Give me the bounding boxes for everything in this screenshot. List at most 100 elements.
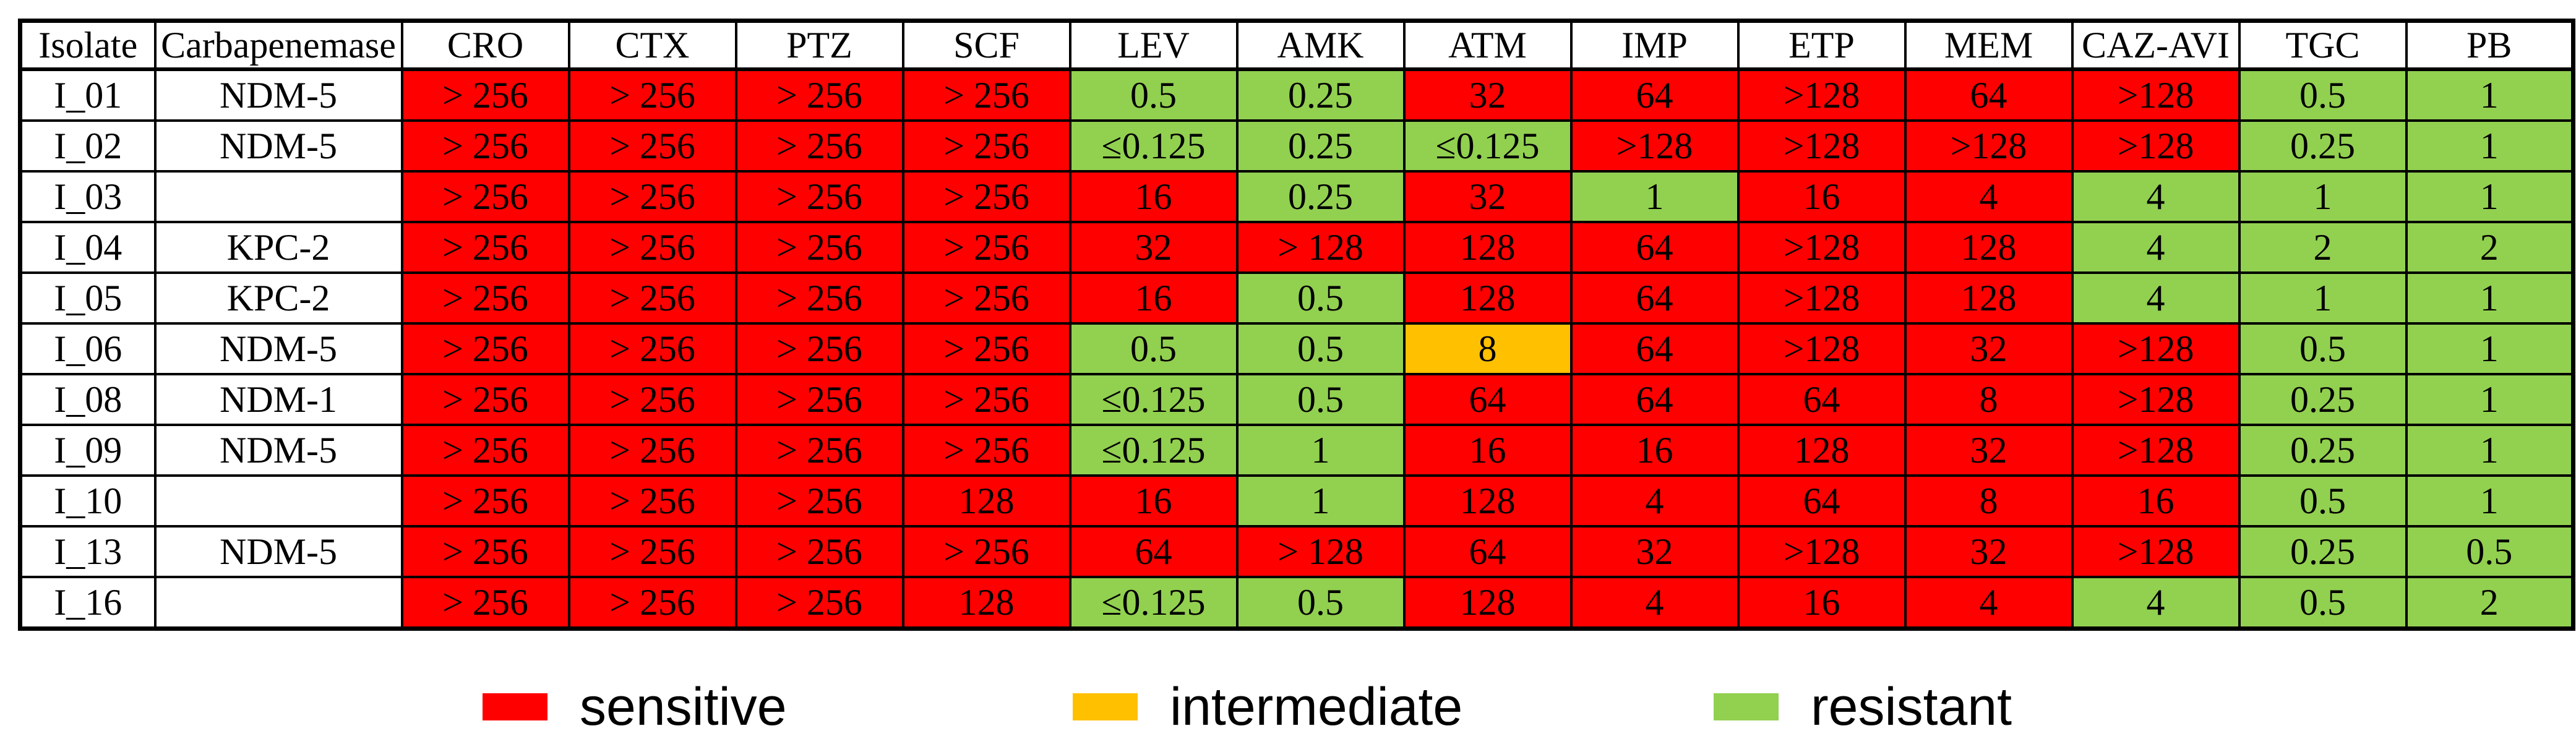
carbapenemase-cell: NDM-5 — [153, 68, 403, 122]
legend: sensitive intermediate resistant — [0, 676, 2576, 738]
mic-cell: 4 — [2071, 271, 2241, 325]
mic-cell: 1 — [2405, 271, 2575, 325]
mic-cell: 32 — [1904, 525, 2074, 578]
mic-cell: > 256 — [901, 221, 1071, 274]
mic-cell: 4 — [2071, 170, 2241, 223]
mic-cell: 0.5 — [1068, 68, 1239, 122]
mic-cell: > 256 — [734, 474, 904, 528]
column-header: PB — [2405, 19, 2575, 71]
mic-cell: 128 — [1737, 424, 1907, 477]
mic-cell: 1 — [2405, 119, 2575, 173]
table-row: I_10 > 256 > 256 > 256 128 16 1 128 4 64 8 16 0.5 1 — [19, 474, 2575, 528]
column-header: CTX — [567, 19, 737, 71]
mic-cell: 8 — [1904, 373, 2074, 426]
mic-cell: >128 — [2071, 119, 2241, 173]
mic-cell: > 256 — [567, 322, 737, 375]
mic-cell: 0.25 — [1235, 119, 1406, 173]
mic-cell: 64 — [1569, 221, 1740, 274]
mic-cell: ≤0.125 — [1068, 576, 1239, 630]
mic-cell: 1 — [2405, 424, 2575, 477]
carbapenemase-cell: KPC-2 — [153, 221, 403, 274]
mic-cell: 1 — [2238, 271, 2408, 325]
mic-cell: > 256 — [400, 373, 570, 426]
header-row: Isolate Carbapenemase CRO CTX PTZ SCF LEV AMK AT… — [19, 19, 2575, 71]
mic-cell: >128 — [2071, 68, 2241, 122]
isolate-cell: I_09 — [19, 424, 157, 477]
mic-cell: 0.5 — [2238, 576, 2408, 630]
mic-cell: 128 — [901, 474, 1071, 528]
mic-cell: > 256 — [734, 576, 904, 630]
mic-cell: > 128 — [1235, 525, 1406, 578]
mic-cell: >128 — [1737, 322, 1907, 375]
mic-cell: > 256 — [901, 170, 1071, 223]
antibiogram-table: Isolate Carbapenemase CRO CTX PTZ SCF LEV AMK AT… — [18, 19, 2575, 631]
mic-cell: 64 — [1402, 373, 1573, 426]
mic-cell: 64 — [1068, 525, 1239, 578]
mic-cell: 32 — [1402, 170, 1573, 223]
column-header: IMP — [1569, 19, 1740, 71]
isolate-cell: I_08 — [19, 373, 157, 426]
mic-cell: 0.25 — [2238, 525, 2408, 578]
mic-cell: 2 — [2405, 221, 2575, 274]
mic-cell: > 256 — [567, 271, 737, 325]
mic-cell: 1 — [1235, 474, 1406, 528]
isolate-cell: I_02 — [19, 119, 157, 173]
carbapenemase-cell — [153, 576, 403, 630]
column-header: PTZ — [734, 19, 904, 71]
mic-cell: ≤0.125 — [1068, 373, 1239, 426]
mic-cell: 32 — [1904, 424, 2074, 477]
mic-cell: 4 — [2071, 576, 2241, 630]
mic-cell: > 256 — [734, 525, 904, 578]
mic-cell: 128 — [1402, 221, 1573, 274]
carbapenemase-cell: NDM-5 — [153, 119, 403, 173]
mic-cell: >128 — [1737, 221, 1907, 274]
column-header: CAZ-AVI — [2071, 19, 2241, 71]
table-row: I_16 > 256 > 256 > 256 128 ≤0.125 0.5 128 4 16 4 4 0… — [19, 576, 2575, 630]
carbapenemase-cell: NDM-1 — [153, 373, 403, 426]
isolate-cell: I_06 — [19, 322, 157, 375]
mic-cell: 16 — [2071, 474, 2241, 528]
mic-cell: >128 — [1569, 119, 1740, 173]
mic-cell: 64 — [1402, 525, 1573, 578]
mic-cell: > 256 — [734, 373, 904, 426]
mic-cell: 2 — [2405, 576, 2575, 630]
table-row: I_03 > 256 > 256 > 256 > 256 16 0.25 32 1 16 4 4 1 1 — [19, 170, 2575, 223]
mic-cell: > 256 — [400, 322, 570, 375]
column-header: LEV — [1068, 19, 1239, 71]
legend-label-intermediate: intermediate — [1170, 677, 1463, 737]
mic-cell: 32 — [1402, 68, 1573, 122]
legend-item-sensitive: sensitive — [483, 676, 787, 738]
mic-cell: 0.5 — [1235, 576, 1406, 630]
carbapenemase-cell — [153, 474, 403, 528]
mic-cell: 0.5 — [1068, 322, 1239, 375]
table-row: I_01 NDM-5 > 256 > 256 > 256 > 256 0.5 0.25 32 64… — [19, 68, 2575, 122]
column-header: TGC — [2238, 19, 2408, 71]
mic-cell: 128 — [1402, 474, 1573, 528]
table-row: I_13 NDM-5 > 256 > 256 > 256 > 256 64 > 128 64 32… — [19, 525, 2575, 578]
mic-cell: 128 — [1402, 271, 1573, 325]
column-header: SCF — [901, 19, 1071, 71]
mic-cell: > 256 — [567, 474, 737, 528]
mic-cell: 4 — [1904, 576, 2074, 630]
table-row: I_05 KPC-2 > 256 > 256 > 256 > 256 16 0.5 128 64 >… — [19, 271, 2575, 325]
mic-cell: 4 — [2071, 221, 2241, 274]
mic-cell: 64 — [1569, 322, 1740, 375]
mic-cell: 16 — [1068, 474, 1239, 528]
mic-cell: 1 — [2405, 373, 2575, 426]
mic-cell: 0.5 — [2238, 322, 2408, 375]
table-row: I_09 NDM-5 > 256 > 256 > 256 > 256 ≤0.125 1 16 16… — [19, 424, 2575, 477]
mic-cell: > 256 — [901, 525, 1071, 578]
table-row: I_08 NDM-1 > 256 > 256 > 256 > 256 ≤0.125 0.5 64… — [19, 373, 2575, 426]
mic-cell: > 256 — [400, 525, 570, 578]
mic-cell: > 256 — [734, 119, 904, 173]
antibiogram-table-container: Isolate Carbapenemase CRO CTX PTZ SCF LEV AMK AT… — [18, 19, 2575, 631]
isolate-cell: I_03 — [19, 170, 157, 223]
mic-cell: >128 — [2071, 424, 2241, 477]
mic-cell: 128 — [1904, 221, 2074, 274]
mic-cell: 1 — [2405, 68, 2575, 122]
mic-cell: 16 — [1402, 424, 1573, 477]
table-header: Isolate Carbapenemase CRO CTX PTZ SCF LEV AMK AT… — [19, 19, 2575, 71]
mic-cell: > 256 — [901, 424, 1071, 477]
isolate-cell: I_01 — [19, 68, 157, 122]
mic-cell: 16 — [1068, 271, 1239, 325]
